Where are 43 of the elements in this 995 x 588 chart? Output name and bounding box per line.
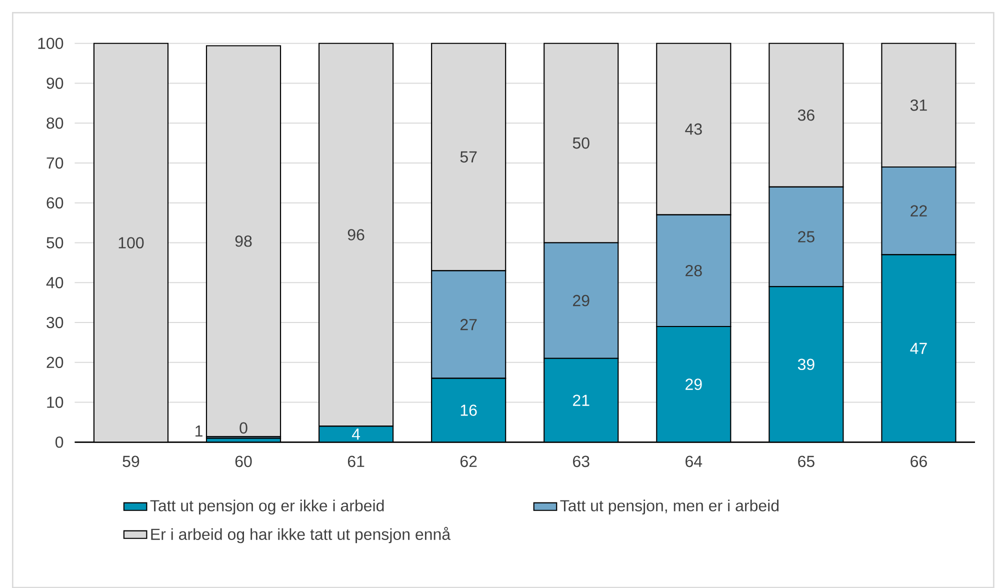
data-label: 50: [572, 137, 590, 149]
x-tick-label: 60: [235, 456, 252, 467]
data-label: 47: [910, 342, 927, 354]
data-label: 43: [685, 123, 702, 135]
x-tick-label: 59: [122, 456, 140, 467]
legend-label: Tatt ut pensjon og er ikke i arbeid: [150, 500, 384, 514]
y-tick-label: 50: [46, 236, 64, 248]
data-label: 22: [910, 205, 927, 216]
y-tick-label: 30: [46, 316, 64, 328]
y-tick-label: 20: [46, 356, 64, 368]
data-label: 21: [573, 394, 590, 406]
x-tick-label: 66: [910, 456, 927, 467]
y-tick-label: 80: [46, 117, 64, 129]
x-tick-label: 62: [460, 456, 477, 467]
x-tick-label: 65: [798, 456, 814, 467]
y-tick-label: 0: [55, 436, 64, 448]
x-tick-label: 64: [686, 456, 702, 467]
data-label: 0: [240, 422, 248, 434]
data-label: 36: [798, 109, 814, 121]
y-tick-label: 70: [46, 157, 64, 169]
legend-label: Er i arbeid og har ikke tatt ut pensjon ennå: [151, 526, 451, 544]
data-label: 100: [118, 236, 144, 248]
x-tick-label: 63: [573, 456, 590, 467]
y-tick-label: 100: [38, 38, 64, 49]
data-label: 16: [460, 404, 477, 416]
data-label: 28: [686, 264, 702, 276]
x-tick-label: 61: [348, 456, 364, 467]
y-tick-label: 10: [47, 396, 64, 408]
data-label: 29: [573, 294, 590, 306]
data-label: 27: [460, 318, 477, 330]
data-label: 57: [460, 151, 477, 162]
data-label: 29: [686, 378, 702, 390]
y-tick-label: 40: [46, 276, 64, 288]
data-label: 25: [798, 231, 814, 242]
y-tick-label: 90: [46, 77, 64, 89]
y-tick-label: 60: [46, 197, 64, 208]
data-label: 4: [352, 428, 360, 440]
data-label: 98: [235, 235, 252, 247]
data-label: 39: [798, 358, 814, 370]
data-label: 1: [196, 425, 202, 436]
data-label: 31: [910, 99, 927, 111]
legend-label: Tatt ut pensjon, men er i arbeid: [560, 500, 779, 514]
data-label: 96: [348, 229, 364, 240]
